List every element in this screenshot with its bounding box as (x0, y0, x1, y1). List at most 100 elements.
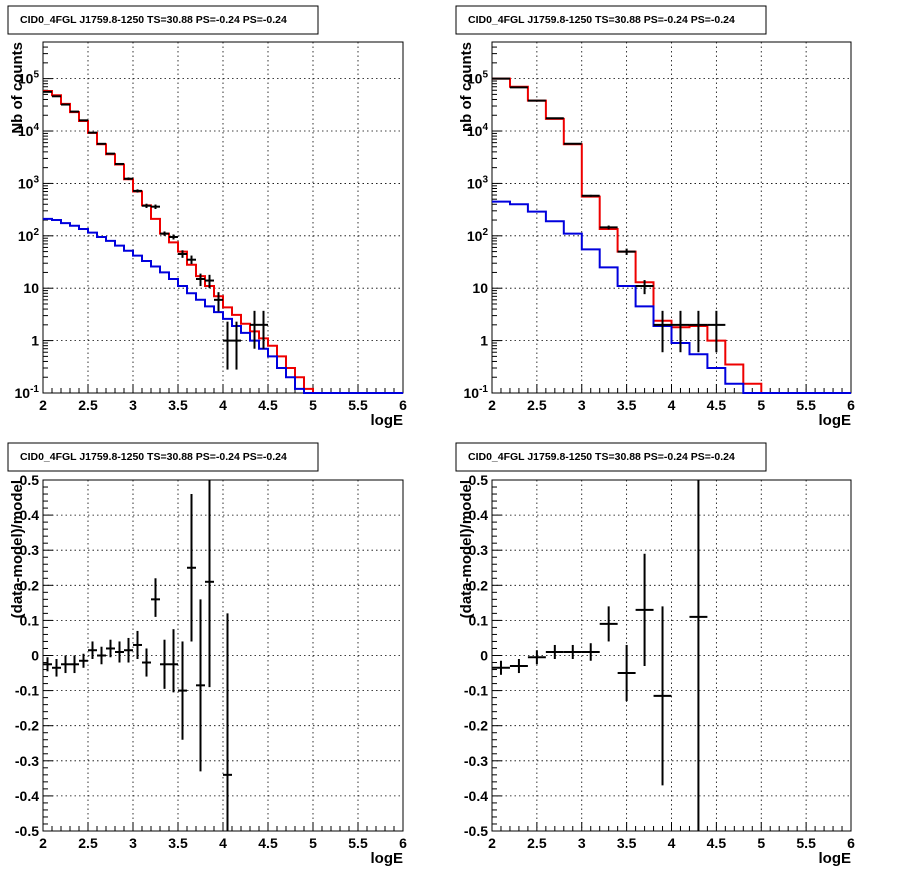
data-point (545, 644, 564, 660)
data-point (205, 274, 214, 289)
tick-label: 5 (757, 397, 765, 413)
data-point (97, 142, 106, 145)
y-axis-label: Nb of counts (9, 42, 26, 134)
tick-label: 10 (472, 280, 488, 296)
x-axis-label: logE (371, 412, 404, 429)
tick-label: 0.3 (20, 542, 40, 558)
tick-label: 5.5 (348, 835, 368, 851)
data-point (689, 310, 708, 353)
component_model-histogram (43, 217, 403, 394)
data-point (124, 637, 133, 663)
y-axis-label: (data-model)/model (458, 480, 475, 618)
tick-label: 2 (488, 835, 496, 851)
data-point (250, 310, 259, 349)
data-point (178, 641, 187, 740)
tick-label: 3.5 (168, 835, 188, 851)
data-point (70, 110, 79, 113)
data-point (527, 650, 546, 665)
title-box (7, 442, 319, 472)
tick-label: 4 (219, 397, 227, 413)
data-point (599, 606, 618, 642)
data-point (142, 203, 151, 208)
tick-label: 5.5 (796, 397, 816, 413)
data-points (492, 480, 708, 831)
tick-label: 104 (18, 122, 40, 139)
title-box (455, 442, 767, 472)
data-point (635, 553, 654, 667)
tick-label: 3 (578, 397, 586, 413)
tick-label: -0.4 (464, 788, 488, 804)
axis-ticks (491, 479, 852, 832)
data-point (61, 103, 70, 106)
data-point (169, 629, 178, 693)
y-axis-label: (data-model)/model (9, 480, 26, 618)
tick-label: 5 (309, 835, 317, 851)
tick-label: 5 (309, 397, 317, 413)
tick-label: -0.5 (15, 823, 39, 839)
tick-label: 3 (578, 835, 586, 851)
title-box (455, 5, 767, 35)
tick-label: 2 (39, 835, 47, 851)
data-point (599, 225, 618, 230)
data-point (61, 655, 70, 674)
tick-label: 0.4 (469, 507, 489, 523)
grid (43, 480, 403, 831)
data-point (581, 643, 600, 661)
data-point (160, 639, 169, 689)
data-points (43, 90, 268, 370)
data-point (160, 231, 169, 236)
panel-residuals-fine: 2 2.5 3 3.5 4 4.5 5 5.5 6 -0.5 -0.4 -0.3 -0.2 -0.1 0 0.… (7, 442, 407, 867)
tick-label: -0.3 (464, 753, 488, 769)
data-point (617, 644, 636, 702)
tick-label: 103 (18, 174, 40, 191)
tick-label: 0.3 (469, 542, 489, 558)
tick-labels: 2 2.5 3 3.5 4 4.5 5 5.5 6 -0.5 -0.4 -0.3 -0.2 -0.1 0 0.… (464, 472, 855, 851)
data-point (142, 648, 151, 677)
panel-residuals-coarse: 2 2.5 3 3.5 4 4.5 5 5.5 6 -0.5 -0.4 -0.3 -0.2 -0.1 0 0.… (455, 442, 855, 867)
tick-label: 10 (23, 280, 39, 296)
tick-label: 0.1 (469, 612, 489, 628)
tick-label: -0.1 (464, 683, 488, 699)
tick-label: 2.5 (527, 397, 547, 413)
tick-label: 4.5 (707, 397, 727, 413)
tick-label: 3 (129, 835, 137, 851)
tick-label: 4 (668, 397, 676, 413)
chart-title: CID0_4FGL J1759.8-1250 TS=30.88 PS=-0.24… (468, 14, 735, 26)
data-point (151, 204, 160, 209)
tick-label: 5 (757, 835, 765, 851)
tick-label: 4 (219, 835, 227, 851)
tick-label: 0.1 (20, 612, 40, 628)
data-point (106, 152, 115, 155)
data-point (689, 480, 708, 831)
data-point (79, 653, 88, 668)
data-point (196, 273, 205, 287)
data-point (581, 194, 600, 197)
data-point (115, 641, 124, 663)
plot-frame (42, 41, 404, 394)
title-box (7, 5, 319, 35)
x-axis-label: logE (819, 850, 852, 867)
tick-label: 3.5 (168, 397, 188, 413)
data-point (671, 310, 690, 353)
data-points (43, 480, 232, 831)
x-axis-label: logE (371, 850, 404, 867)
data-point (653, 606, 672, 786)
tick-label: 104 (467, 122, 489, 139)
data-point (124, 177, 133, 181)
tick-label: 4 (668, 835, 676, 851)
data-point (653, 310, 672, 353)
tick-label: 0.2 (20, 577, 40, 593)
data-point (178, 250, 187, 258)
data-point (187, 494, 196, 642)
tick-label: 2 (488, 397, 496, 413)
data-point (97, 646, 106, 665)
data-point (151, 578, 160, 617)
chart-title: CID0_4FGL J1759.8-1250 TS=30.88 PS=-0.24… (20, 451, 287, 463)
tick-label: 102 (18, 227, 40, 244)
tick-label: 5.5 (348, 397, 368, 413)
tick-label: 0 (480, 648, 488, 664)
tick-label: 10-1 (15, 384, 40, 401)
data-point (52, 659, 61, 677)
data-point (617, 248, 636, 256)
data-point (635, 280, 654, 295)
